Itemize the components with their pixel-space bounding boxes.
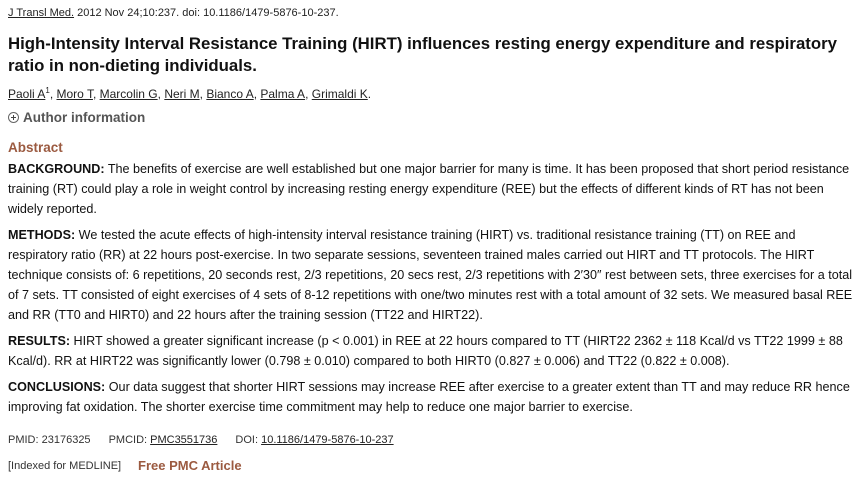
citation: J Transl Med. 2012 Nov 24;10:237. doi: 1… — [8, 7, 339, 19]
author-list: Paoli A1, Moro T, Marcolin G, Neri M, Bi… — [8, 86, 372, 101]
journal-link[interactable]: J Transl Med. — [8, 7, 75, 19]
abstract-section-background: BACKGROUND: The benefits of exercise are… — [8, 159, 853, 219]
expand-plus-icon — [8, 112, 19, 123]
pmcid-label: PMCID: — [108, 434, 151, 446]
doi-link[interactable]: 10.1186/1479-5876-10-237 — [261, 434, 394, 446]
abstract-heading: Abstract — [8, 140, 63, 155]
pmid: PMID: 23176325 — [8, 434, 91, 446]
section-text: HIRT showed a greater significant increa… — [8, 334, 843, 368]
abstract-section-methods: METHODS: We tested the acute effects of … — [8, 225, 853, 325]
author-link[interactable]: Moro T — [56, 87, 93, 101]
abstract-body: BACKGROUND: The benefits of exercise are… — [8, 159, 853, 423]
author-information-label: Author information — [23, 110, 146, 125]
author-link[interactable]: Paoli A — [8, 87, 46, 101]
section-label: CONCLUSIONS: — [8, 380, 106, 394]
pmcid-link[interactable]: PMC3551736 — [150, 434, 218, 446]
author-link[interactable]: Neri M — [164, 87, 200, 101]
section-label: BACKGROUND: — [8, 162, 105, 176]
article-title: High-Intensity Interval Resistance Train… — [8, 34, 837, 75]
section-text: The benefits of exercise are well establ… — [8, 162, 850, 216]
section-label: METHODS: — [8, 228, 76, 242]
author-information-toggle[interactable]: Author information — [8, 110, 145, 125]
author-affiliation-sup: 1 — [45, 86, 50, 95]
section-label: RESULTS: — [8, 334, 71, 348]
author-link[interactable]: Bianco A — [206, 87, 254, 101]
abstract-section-results: RESULTS: HIRT showed a greater significa… — [8, 331, 853, 371]
section-text: Our data suggest that shorter HIRT sessi… — [8, 380, 850, 414]
citation-details: 2012 Nov 24;10:237. doi: 10.1186/1479-58… — [74, 7, 339, 19]
author-link[interactable]: Palma A — [260, 87, 306, 101]
doi-label: DOI: — [235, 434, 262, 446]
section-text: We tested the acute effects of high-inte… — [8, 228, 853, 322]
author-link[interactable]: Marcolin G — [99, 87, 158, 101]
abstract-section-conclusions: CONCLUSIONS: Our data suggest that short… — [8, 377, 853, 417]
indexed-for-medline: [Indexed for MEDLINE] — [8, 460, 122, 472]
article-identifiers: PMID: 23176325 PMCID: PMC3551736 DOI: 10.1… — [8, 434, 394, 446]
author-link[interactable]: Grimaldi K — [311, 87, 368, 101]
free-pmc-article-link[interactable]: Free PMC Article — [138, 458, 242, 473]
